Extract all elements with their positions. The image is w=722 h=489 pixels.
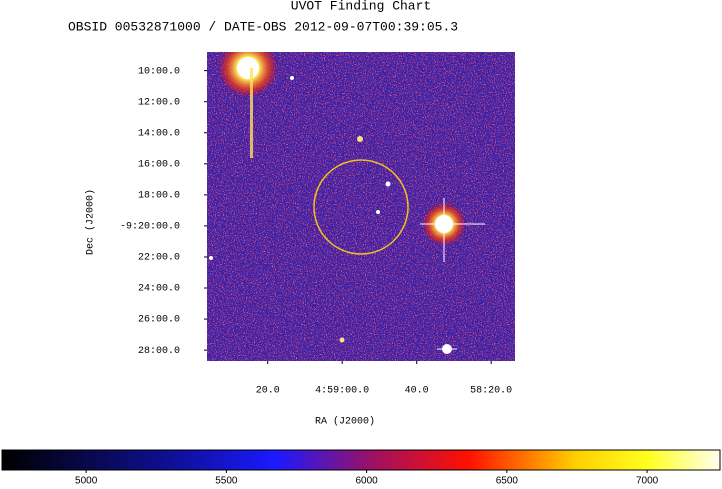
y-tick-label: 18:00.0 xyxy=(138,190,180,201)
x-axis-label: RA (J2000) xyxy=(315,416,375,428)
y-axis-label: Dec (J2000) xyxy=(85,189,97,255)
y-tick-label: 24:00.0 xyxy=(138,284,180,295)
star xyxy=(376,210,380,214)
x-tick-label: 4:59:00.0 xyxy=(315,386,369,397)
star-spike xyxy=(250,68,253,158)
colorbar-tick-label: 5000 xyxy=(75,476,98,487)
star xyxy=(357,136,363,142)
y-tick-label: 14:00.0 xyxy=(138,128,180,139)
colorbar-tick-label: 6500 xyxy=(496,476,519,487)
colorbar-tick-label: 6000 xyxy=(355,476,378,487)
y-tick-label: 28:00.0 xyxy=(138,346,180,357)
colorbar xyxy=(1,449,721,471)
colorbar-tick-label: 5500 xyxy=(215,476,238,487)
x-tick-label: 20.0 xyxy=(256,386,280,397)
y-tick-label: 10:00.0 xyxy=(138,66,180,77)
x-tick-label: 58:20.0 xyxy=(470,386,512,397)
star xyxy=(339,337,345,343)
star xyxy=(209,256,213,260)
sky-image xyxy=(207,52,515,361)
y-tick-label: 16:00.0 xyxy=(138,159,180,170)
y-tick-label: -9:20:00.0 xyxy=(120,222,180,233)
star xyxy=(290,76,294,80)
colorbar-tick-label: 7000 xyxy=(636,476,659,487)
y-tick-label: 26:00.0 xyxy=(138,315,180,326)
source-region xyxy=(313,159,409,255)
chart-subtitle: OBSID 00532871000 / DATE-OBS 2012-09-07T… xyxy=(68,19,458,34)
chart-title: UVOT Finding Chart xyxy=(291,0,431,13)
y-tick-label: 12:00.0 xyxy=(138,97,180,108)
y-tick-label: 22:00.0 xyxy=(138,253,180,264)
x-tick-label: 40.0 xyxy=(405,386,429,397)
bright-star xyxy=(237,57,259,79)
star xyxy=(385,181,391,187)
image-stars xyxy=(207,52,515,361)
